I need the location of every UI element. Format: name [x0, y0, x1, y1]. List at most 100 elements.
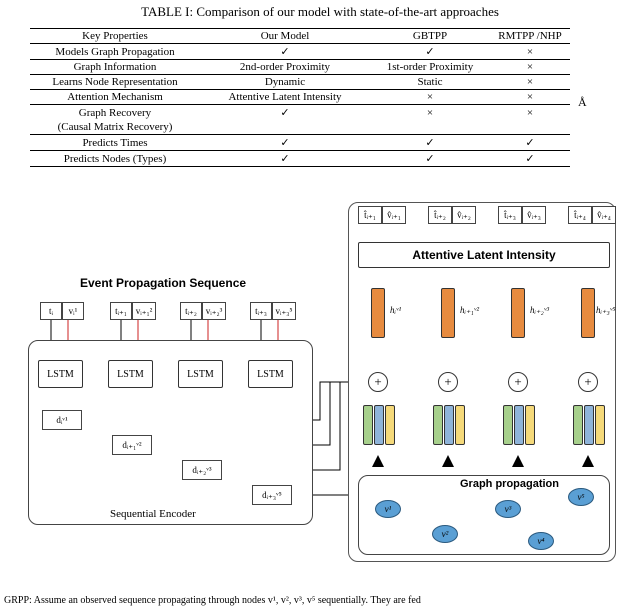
in-t0: tᵢ	[40, 302, 62, 320]
row7-c1: ✓	[200, 151, 370, 167]
orange2	[511, 288, 525, 338]
row1-c2: 1st-order Proximity	[370, 60, 490, 75]
orange0	[371, 288, 385, 338]
node-v3: v³	[495, 500, 521, 518]
row0-prop: Models Graph Propagation	[30, 44, 200, 60]
h0: hᵢᵛ¹	[390, 305, 401, 315]
row4-prop: Graph Recovery	[30, 105, 200, 121]
row0-c1: ✓	[200, 44, 370, 60]
row4-c2: ×	[370, 105, 490, 121]
row4-c1: ✓	[200, 105, 370, 121]
th-key: Key Properties	[30, 29, 200, 44]
vec2b	[514, 405, 524, 445]
h3: hᵢ₊₃ᵛ⁵	[596, 305, 615, 316]
row5-c1	[200, 120, 370, 135]
row7-c2: ✓	[370, 151, 490, 167]
row3-c1: Attentive Latent Intensity	[200, 90, 370, 105]
row1-c1: 2nd-order Proximity	[200, 60, 370, 75]
out-v2: v̂ᵢ₊₃	[522, 206, 546, 224]
orange1	[441, 288, 455, 338]
out-v1: v̂ᵢ₊₂	[452, 206, 476, 224]
node-v5: v⁵	[568, 488, 594, 506]
d1: dᵢ₊₁ᵛ²	[112, 435, 152, 455]
h2: hᵢ₊₂ᵛ³	[530, 305, 549, 316]
in-v1: vᵢ₊₁²	[132, 302, 156, 320]
th-our: Our Model	[200, 29, 370, 44]
in-t1: tᵢ₊₁	[110, 302, 132, 320]
vec1b	[444, 405, 454, 445]
out-t0: t̂ᵢ₊₁	[358, 206, 382, 224]
row1-c3: ×	[490, 60, 570, 75]
d2: dᵢ₊₂ᵛ³	[182, 460, 222, 480]
row0-c3: ×	[490, 44, 570, 60]
row2-c2: Static	[370, 75, 490, 90]
table-caption: TABLE I: Comparison of our model with st…	[0, 0, 640, 24]
node-v2: v²	[432, 525, 458, 543]
row6-c3: ✓	[490, 135, 570, 151]
up2	[512, 455, 524, 467]
graph-title: Graph propagation	[460, 478, 559, 490]
out-t2: t̂ᵢ₊₃	[498, 206, 522, 224]
lstm0: LSTM	[38, 360, 83, 388]
vec2y	[525, 405, 535, 445]
row5-c3	[490, 120, 570, 135]
plus1: +	[438, 372, 458, 392]
in-t3: tᵢ₊₃	[250, 302, 272, 320]
plus0: +	[368, 372, 388, 392]
attentive-box: Attentive Latent Intensity	[358, 242, 610, 268]
row2-c1: Dynamic	[200, 75, 370, 90]
architecture-diagram: Event Propagation Sequence tᵢ vᵢ¹ tᵢ₊₁ v…	[20, 210, 620, 590]
vec1g	[433, 405, 443, 445]
row6-c2: ✓	[370, 135, 490, 151]
plus3: +	[578, 372, 598, 392]
vec3g	[573, 405, 583, 445]
th-gbtpp: GBTPP	[370, 29, 490, 44]
lstm2: LSTM	[178, 360, 223, 388]
row3-prop: Attention Mechanism	[30, 90, 200, 105]
up3	[582, 455, 594, 467]
outside-char: Å	[578, 95, 587, 110]
out-v3: v̂ᵢ₊₄	[592, 206, 616, 224]
in-v2: vᵢ₊₂³	[202, 302, 226, 320]
row7-c3: ✓	[490, 151, 570, 167]
comparison-table: Key Properties Our Model GBTPP RMTPP /NH…	[30, 28, 570, 167]
row6-prop: Predicts Times	[30, 135, 200, 151]
lstm1: LSTM	[108, 360, 153, 388]
event-seq-title: Event Propagation Sequence	[80, 276, 246, 290]
d3: dᵢ₊₃ᵛ⁵	[252, 485, 292, 505]
row6-c1: ✓	[200, 135, 370, 151]
th-rmtpp: RMTPP /NHP	[490, 29, 570, 44]
row2-c3: ×	[490, 75, 570, 90]
row4-c3: ×	[490, 105, 570, 121]
vec3y	[595, 405, 605, 445]
row7-prop: Predicts Nodes (Types)	[30, 151, 200, 167]
vec1y	[455, 405, 465, 445]
out-v0: v̂ᵢ₊₁	[382, 206, 406, 224]
row3-c2: ×	[370, 90, 490, 105]
in-v3: vᵢ₊₃⁵	[272, 302, 296, 320]
figure-caption: GRPP: Assume an observed sequence propag…	[4, 595, 421, 606]
out-t1: t̂ᵢ₊₂	[428, 206, 452, 224]
d0: dᵢᵛ¹	[42, 410, 82, 430]
vec0g	[363, 405, 373, 445]
lstm3: LSTM	[248, 360, 293, 388]
row5-c2	[370, 120, 490, 135]
row0-c2: ✓	[370, 44, 490, 60]
node-v4: v⁴	[528, 532, 554, 550]
row1-prop: Graph Information	[30, 60, 200, 75]
vec2g	[503, 405, 513, 445]
in-v0: vᵢ¹	[62, 302, 84, 320]
row5-prop: (Causal Matrix Recovery)	[30, 120, 200, 135]
node-v1: v¹	[375, 500, 401, 518]
vec3b	[584, 405, 594, 445]
row3-c3: ×	[490, 90, 570, 105]
out-t3: t̂ᵢ₊₄	[568, 206, 592, 224]
orange3	[581, 288, 595, 338]
vec0b	[374, 405, 384, 445]
vec0y	[385, 405, 395, 445]
in-t2: tᵢ₊₂	[180, 302, 202, 320]
seq-encoder-label: Sequential Encoder	[110, 508, 196, 520]
up0	[372, 455, 384, 467]
plus2: +	[508, 372, 528, 392]
up1	[442, 455, 454, 467]
